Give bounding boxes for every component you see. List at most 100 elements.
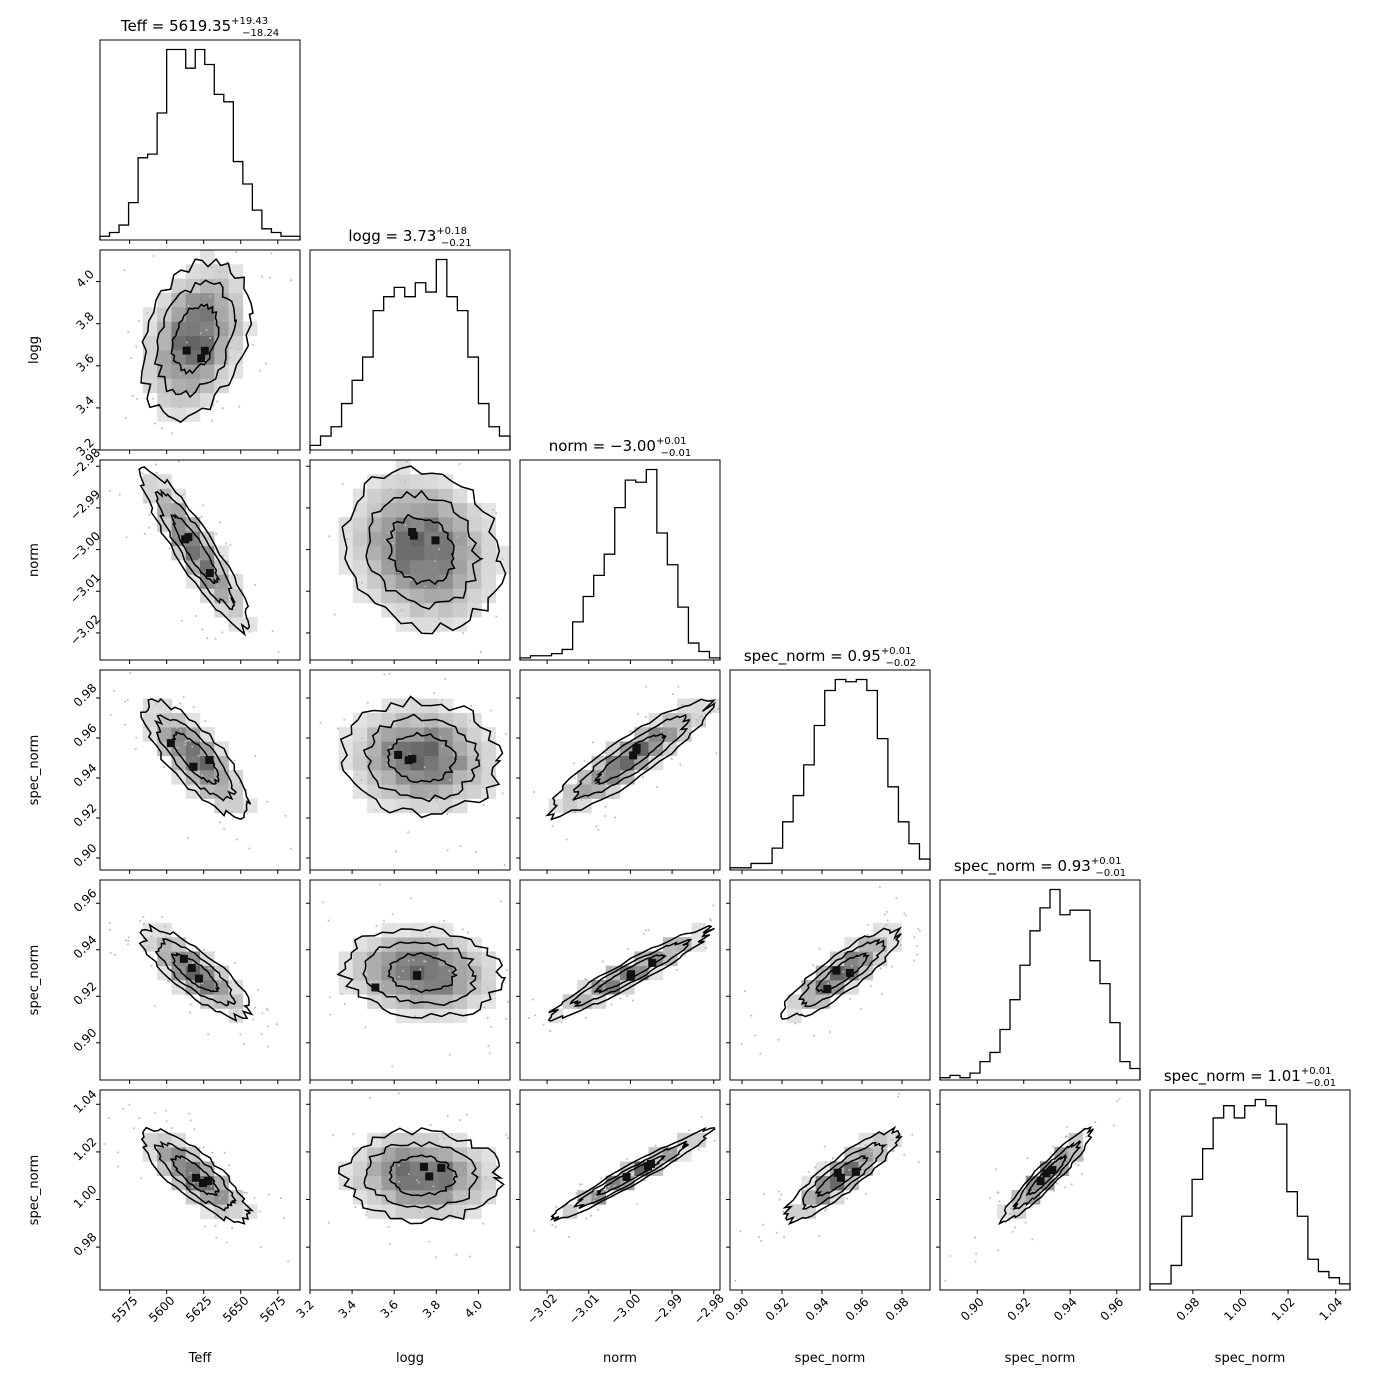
scatter-point [1112,1124,1115,1127]
scatter-point [846,1197,849,1200]
scatter-point [584,1016,587,1019]
scatter-point [222,330,225,333]
scatter-point [500,900,503,903]
y-tick-label: −2.99 [67,487,103,523]
density-cell [171,364,187,379]
scatter-point [199,332,202,335]
scatter-point [226,261,229,264]
scatter-point [225,568,228,571]
scatter-point [996,1191,999,1194]
density-peak [189,762,198,771]
density-cell [467,1161,482,1177]
scatter-point [415,1179,418,1182]
scatter-point [200,386,203,389]
scatter-point [207,967,210,970]
scatter-point [1084,1135,1087,1138]
scatter-point [455,1253,458,1256]
density-peak [205,569,214,578]
scatter-point [103,1142,106,1145]
scatter-panel-6-1: 0.98 1.00 1.02 1.04 spec_norm 5575 5600 5625 565… [27,1087,301,1366]
density-cell [352,980,368,995]
scatter-point [702,942,705,945]
density-cell [352,545,368,561]
scatter-point [258,1210,261,1213]
density-cell [381,980,397,995]
histogram-step-4 [729,678,931,870]
scatter-point [167,959,170,962]
density-cell [185,560,201,575]
contour-3 [549,1126,716,1222]
density-cell [185,784,201,799]
density-peak [192,1173,201,1182]
density-cell [352,531,368,547]
scatter-point [604,805,607,808]
density-cell [452,545,468,561]
scatter-point [668,730,671,733]
scatter-point [131,394,134,397]
density-cell [381,502,397,518]
scatter-point [679,763,682,766]
scatter-point [185,341,188,344]
scatter-point [896,1095,899,1098]
density-cell [858,1132,874,1148]
scatter-point [152,397,155,400]
scatter-point [715,752,718,755]
x-tick-label: −2.98 [691,1291,727,1327]
scatter-point [204,720,207,723]
scatter-point [108,928,111,931]
scatter-point [219,521,222,524]
scatter-point [183,515,186,518]
scatter-point [820,1002,823,1005]
scatter-point [619,997,622,1000]
density-cell [142,474,158,489]
density-cell [438,951,454,967]
scatter-point [148,526,151,529]
scatter-point [169,700,172,703]
density-cell [185,1190,201,1205]
scatter-point [234,961,237,964]
density-cell [787,994,802,1009]
scatter-point [171,1169,174,1172]
scatter-point [159,932,162,935]
density-cell [200,364,215,379]
scatter-point [760,1239,763,1242]
contour-3 [545,698,717,821]
scatter-point [585,978,588,981]
scatter-point [176,726,179,729]
scatter-point [130,357,133,360]
density-cell [171,278,187,294]
scatter-point [153,1005,156,1008]
density-cell [410,712,425,728]
scatter-point [478,1166,481,1169]
scatter-point [229,624,232,627]
scatter-point [485,1176,488,1179]
scatter-point [361,582,364,585]
scatter-point [911,1133,914,1136]
scatter-point [423,766,426,769]
density-cell [1068,1147,1084,1162]
density-cell [381,1204,397,1219]
scatter-point [850,965,853,968]
x-tick-label: 3.4 [336,1297,359,1320]
scatter-point [585,1217,588,1220]
density-cell [381,937,397,952]
panel-frame [729,879,931,1081]
density-cell [481,951,497,967]
density-cell [467,560,482,575]
y-tick-label: 3.4 [73,393,96,416]
density-cell [424,617,439,632]
scatter-point [193,985,196,988]
scatter-point [997,1249,1000,1252]
panel-title-3: norm = −3.00+0.01 −0.01 [549,436,692,459]
scatter-point [354,1205,357,1208]
title-main: logg = 3.73 [348,227,436,245]
scatter-point [238,405,241,408]
scatter-point [644,716,647,719]
scatter-point [404,524,407,527]
scatter-point [917,928,920,931]
scatter-point [109,713,112,716]
scatter-point [154,702,157,705]
scatter-point [230,810,233,813]
scatter-point [215,974,218,977]
density-peak [371,983,380,992]
